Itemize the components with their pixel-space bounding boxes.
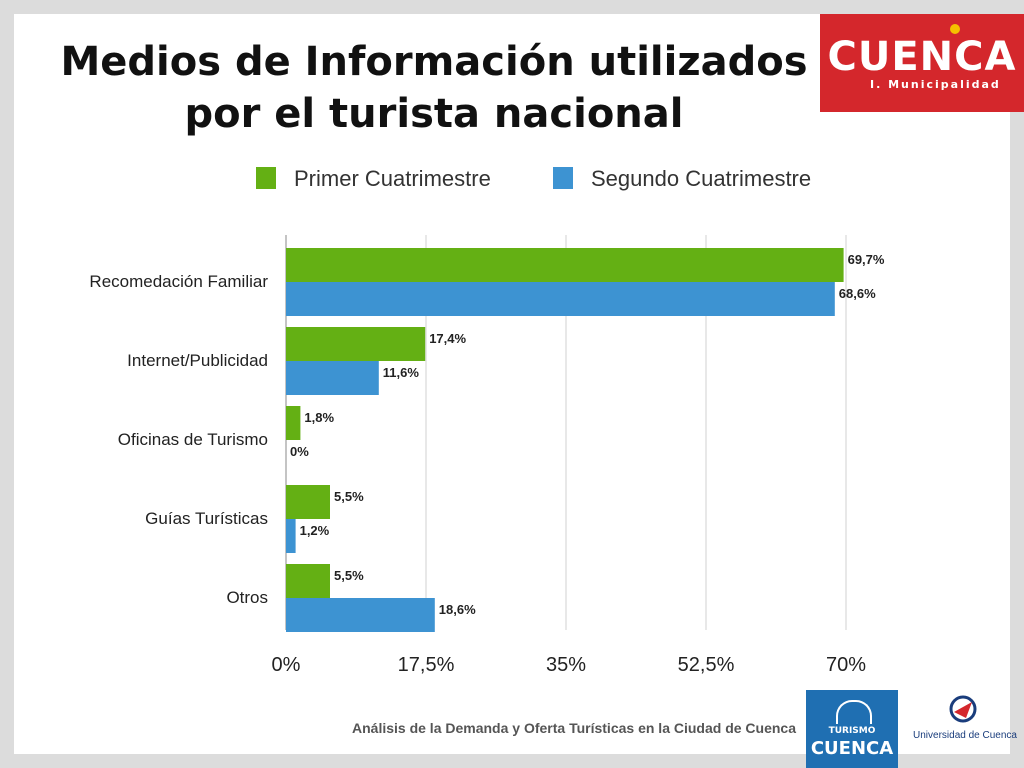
legend-swatch-2 xyxy=(553,167,573,189)
data-label-s1-c3: 1,8% xyxy=(304,410,334,425)
category-label-5: Otros xyxy=(226,588,268,607)
category-label-3: Oficinas de Turismo xyxy=(118,430,268,449)
logo-word: CUENCA xyxy=(827,34,1017,80)
footer-text: Análisis de la Demanda y Oferta Turístic… xyxy=(352,720,796,736)
title-line-2: por el turista nacional xyxy=(184,91,684,137)
category-label-1: Recomedación Familiar xyxy=(89,272,268,291)
logo-subtitle: I. Municipalidad xyxy=(870,78,1001,91)
bar-s1-c2 xyxy=(286,327,426,361)
university-name: Universidad de Cuenca xyxy=(913,730,1017,741)
data-label-s1-c2: 17,4% xyxy=(429,331,466,346)
data-label-s1-c5: 5,5% xyxy=(334,568,364,583)
data-label-s2-c2: 11,6% xyxy=(383,365,420,380)
bar-s2-c5 xyxy=(286,598,435,632)
turismo-cuenca-logo: TURISMO CUENCA xyxy=(806,690,898,768)
bar-s1-c5 xyxy=(286,564,330,598)
bar-s2-c1 xyxy=(286,282,835,316)
chart-panel: Primer Cuatrimestre Segundo Cuatrimestre 0… xyxy=(88,145,936,689)
legend-label-1: Primer Cuatrimestre xyxy=(294,166,491,191)
logo-dot-icon xyxy=(950,24,960,34)
bar-s1-c4 xyxy=(286,485,330,519)
data-label-s2-c3: 0% xyxy=(290,444,309,459)
x-tick-label-2: 17,5% xyxy=(398,654,455,676)
bar-s2-c4 xyxy=(286,519,296,553)
bar-s1-c3 xyxy=(286,406,301,440)
x-tick-label-4: 52,5% xyxy=(678,654,735,676)
data-label-s2-c5: 18,6% xyxy=(439,602,476,617)
data-label-s2-c1: 68,6% xyxy=(839,286,876,301)
legend-label-2: Segundo Cuatrimestre xyxy=(591,166,811,191)
data-label-s2-c4: 1,2% xyxy=(300,523,330,538)
x-tick-label-3: 35% xyxy=(546,654,586,676)
bar-chart: Primer Cuatrimestre Segundo Cuatrimestre 0… xyxy=(89,166,885,676)
legend-swatch-1 xyxy=(256,167,276,189)
cuenca-municipality-logo: CUENCA I. Municipalidad xyxy=(820,14,1024,112)
title-line-1: Medios de Información utilizados xyxy=(60,39,808,85)
slide-title: Medios de Información utilizados por el … xyxy=(54,36,814,140)
cathedral-dome-icon xyxy=(836,700,872,724)
logo-word: CUENCA xyxy=(810,738,894,759)
university-emblem-icon xyxy=(949,695,977,723)
bar-s1-c1 xyxy=(286,248,844,282)
data-label-s1-c4: 5,5% xyxy=(334,489,364,504)
data-label-s1-c1: 69,7% xyxy=(848,252,885,267)
bar-s2-c2 xyxy=(286,361,379,395)
x-tick-label-5: 70% xyxy=(826,654,866,676)
category-label-2: Internet/Publicidad xyxy=(127,351,268,370)
category-label-4: Guías Turísticas xyxy=(145,509,268,528)
universidad-logo: Universidad de Cuenca xyxy=(910,690,1020,768)
x-tick-label-1: 0% xyxy=(272,654,301,676)
logo-small-text: TURISMO xyxy=(828,726,876,736)
